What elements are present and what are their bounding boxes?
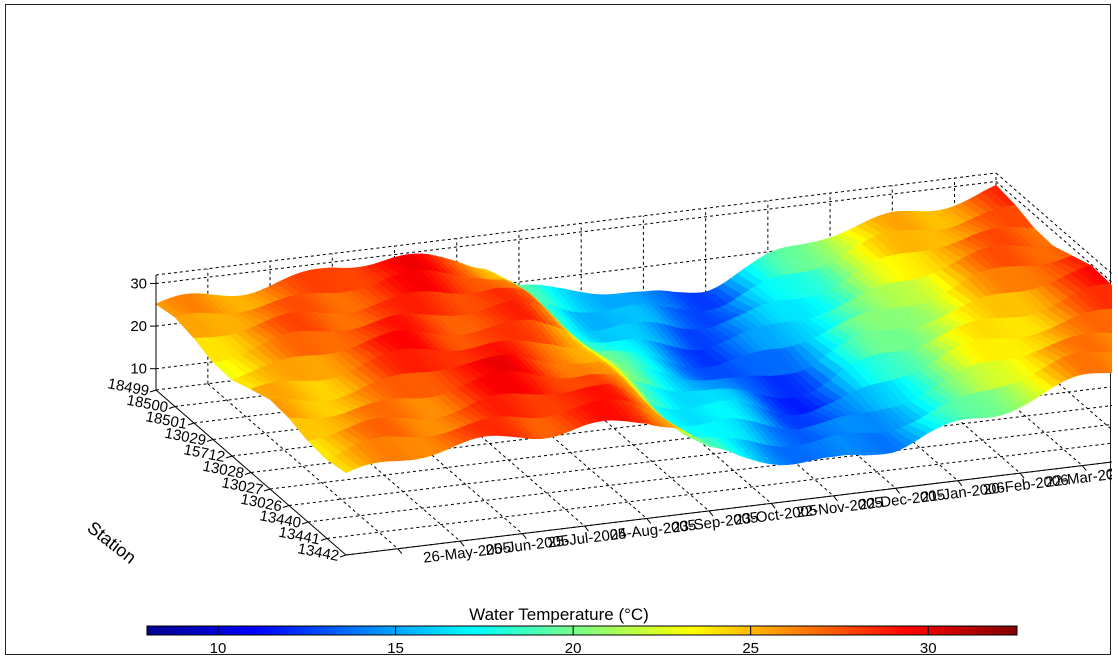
z-tick-label: 10 — [130, 361, 147, 378]
surface-chart: 10 20 30 26-May-200525-Jun-200525-Jul-2005… — [84, 172, 1112, 656]
colorbar-bar — [146, 625, 1018, 636]
colorbar-tick-label: 30 — [920, 640, 937, 656]
colorbar: Water Temperature (°C) 10 15 20 25 30 — [146, 605, 1018, 656]
z-axis: 10 20 30 — [130, 276, 156, 378]
date-tick-mark — [521, 533, 527, 539]
colorbar-tick-label: 15 — [387, 640, 404, 656]
surface-patch — [326, 456, 354, 474]
surface-patch — [1103, 352, 1112, 361]
colorbar-title: Water Temperature (°C) — [469, 605, 649, 624]
colorbar-tick-label: 25 — [742, 640, 759, 656]
date-tick-mark — [895, 487, 901, 494]
date-tick-mark — [397, 548, 403, 555]
station-tick-mark — [168, 406, 176, 409]
date-tick-label: 21-Apr-2006 — [1107, 457, 1112, 484]
z-tick-label: 20 — [130, 318, 147, 335]
z-tick-label: 30 — [130, 276, 147, 293]
colorbar-tick-label: 20 — [565, 640, 582, 656]
station-tick-mark — [206, 439, 214, 442]
date-tick-mark — [770, 503, 776, 509]
date-tick-mark — [957, 480, 963, 487]
date-tick-mark — [708, 510, 714, 517]
date-tick-mark — [584, 525, 589, 532]
date-tick-mark — [1081, 465, 1087, 471]
temperature-surface — [155, 184, 1112, 474]
station-tick-mark — [225, 455, 233, 459]
colorbar-tick-label: 10 — [210, 640, 227, 656]
station-tick-mark — [320, 538, 328, 541]
date-tick-mark — [646, 518, 652, 524]
station-axis-title: Station — [84, 517, 140, 567]
station-tick-mark — [187, 422, 195, 426]
station-tick-mark — [263, 488, 271, 492]
floor-gridline-station — [345, 461, 1112, 556]
axis-line — [345, 461, 1112, 556]
station-tick-mark — [339, 554, 347, 558]
date-axis: 26-May-200525-Jun-200525-Jul-200524-Aug-… — [397, 457, 1112, 567]
date-tick-label: 22-Mar-2006 — [1045, 464, 1112, 491]
station-tick-mark — [244, 472, 252, 475]
station-tick-mark — [301, 521, 309, 525]
date-tick-mark — [833, 495, 838, 502]
colorbar-ticks: 10 15 20 25 30 — [210, 626, 937, 656]
date-tick-mark — [459, 540, 465, 547]
date-tick-mark — [1019, 472, 1025, 479]
station-tick-mark — [282, 505, 290, 508]
station-tick-mark — [149, 389, 157, 393]
figure-frame: 10 20 30 26-May-2005 25-Jun-2005 25-Jul-2005… — [5, 4, 1112, 656]
